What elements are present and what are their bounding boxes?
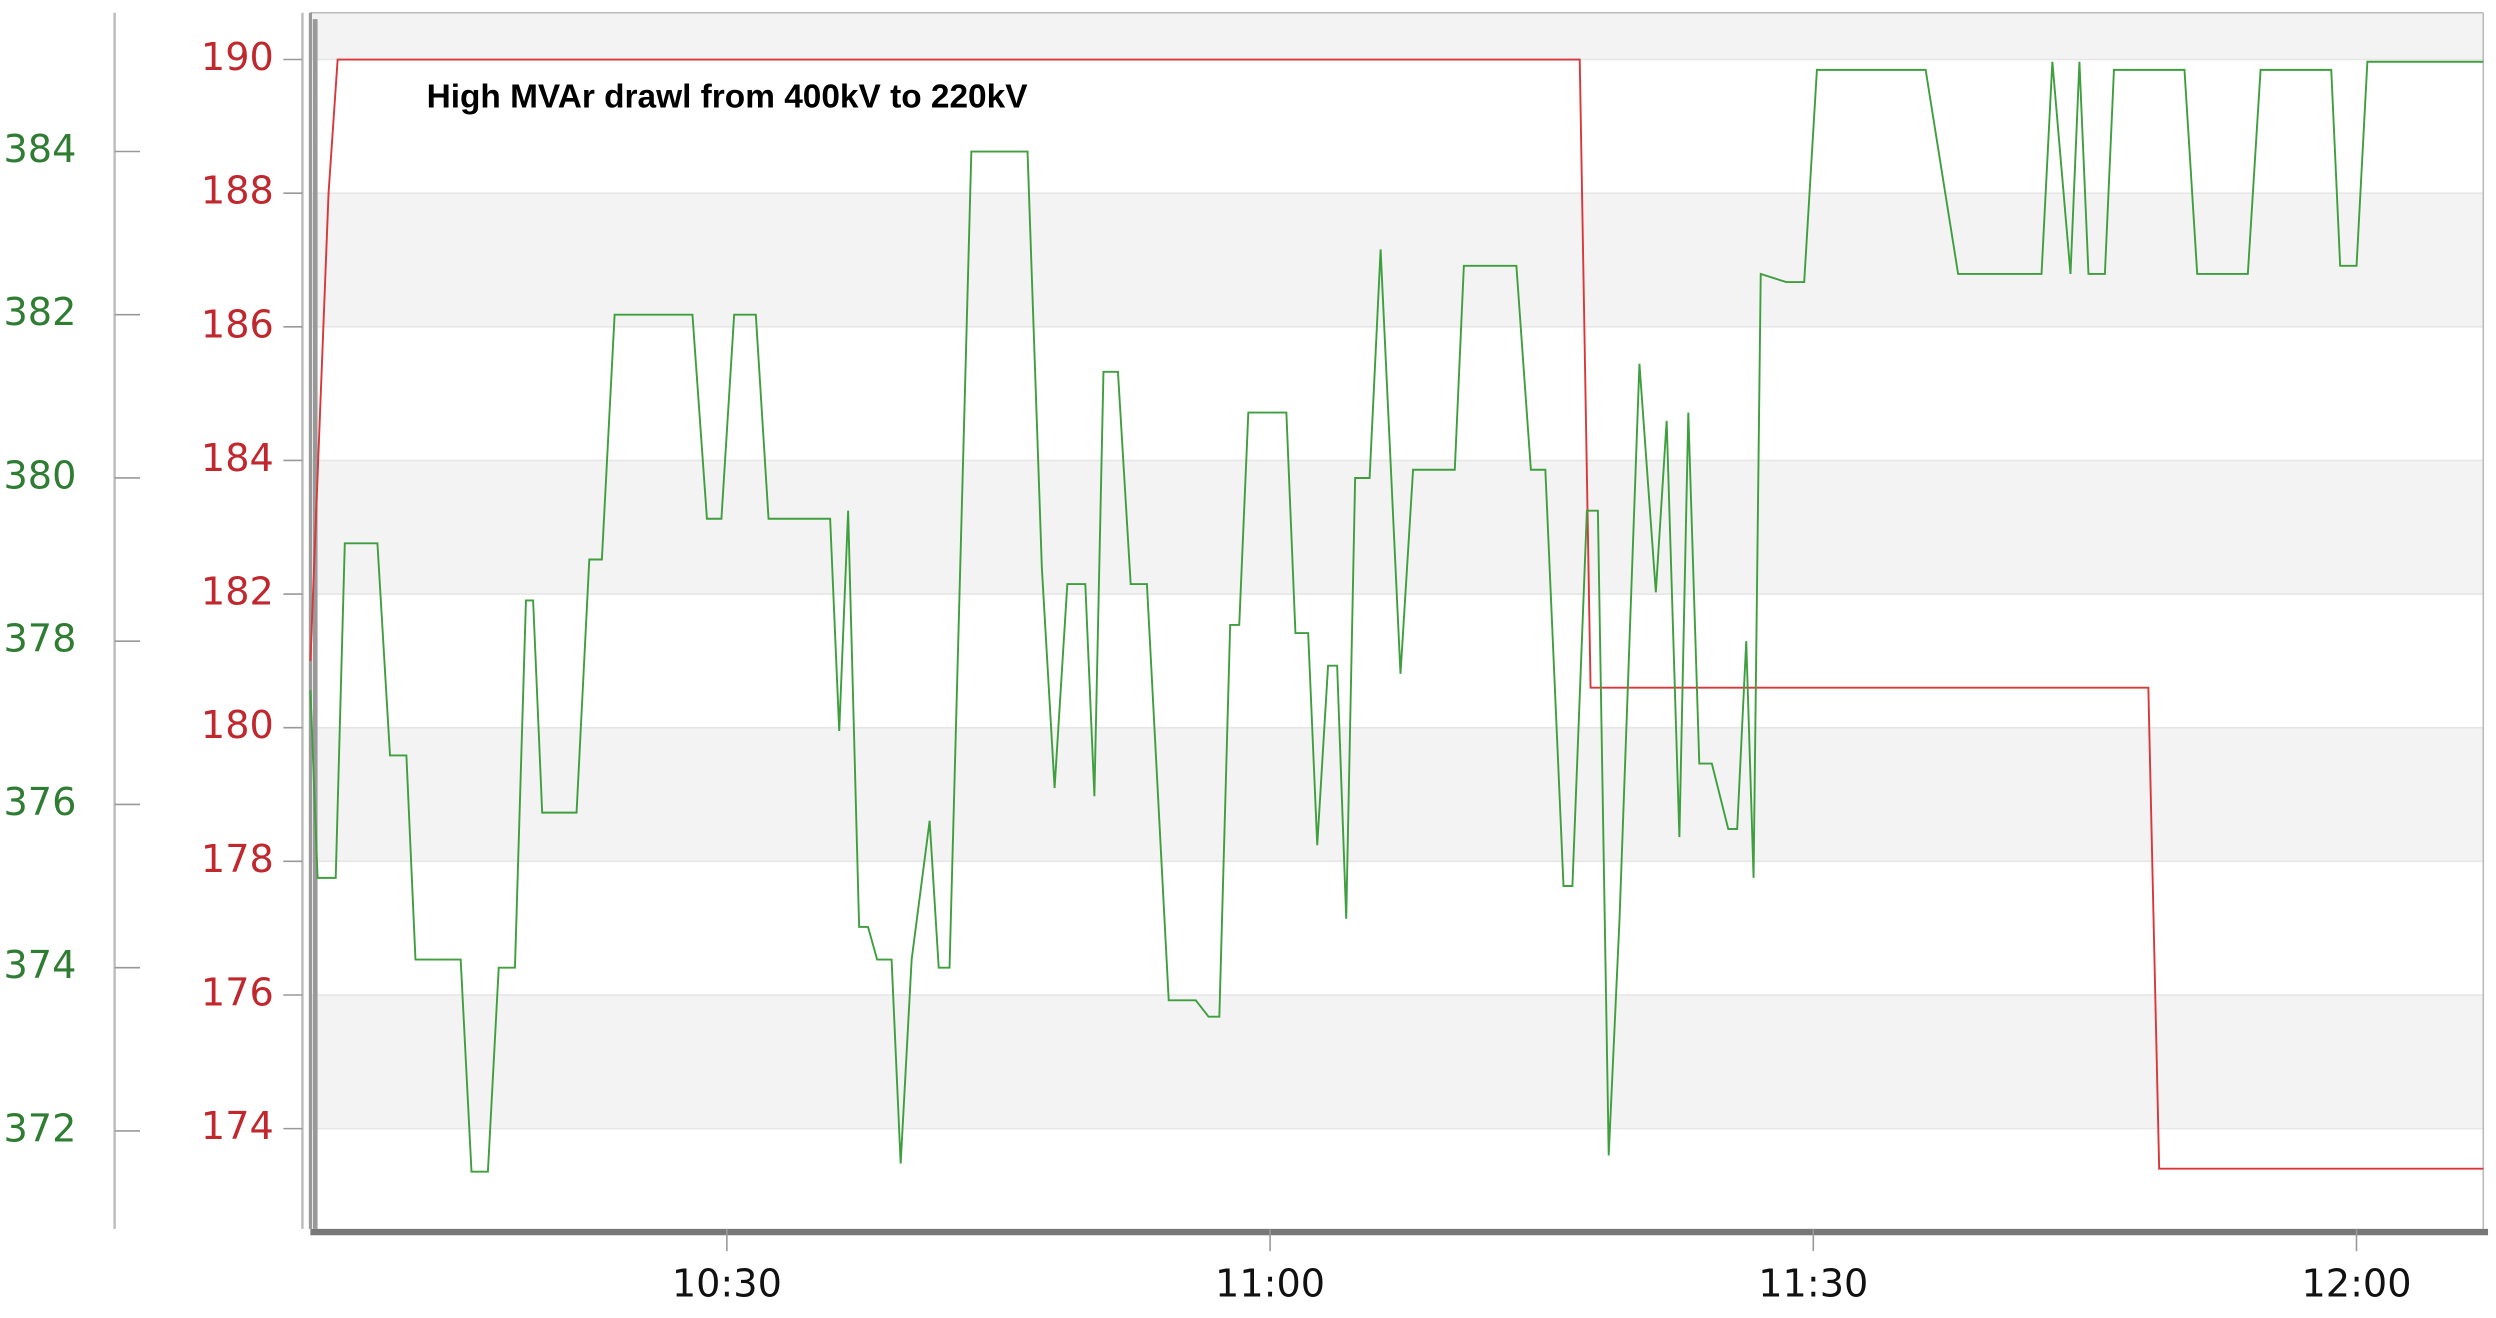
x-tick-label: 10:30 <box>672 1263 782 1307</box>
x-tick-label: 12:00 <box>2301 1263 2411 1307</box>
grid-band <box>310 727 2484 862</box>
y-tick-label: 182 <box>201 571 274 615</box>
y2-tick-label: 380 <box>4 454 77 498</box>
grid-band <box>310 12 2484 60</box>
y-tick-label: 190 <box>201 36 274 80</box>
x-tick-label: 11:00 <box>1215 1263 1325 1307</box>
y2-tick-label: 384 <box>4 128 77 172</box>
x-tick-label: 11:30 <box>1758 1263 1868 1307</box>
series-line <box>309 60 2484 1173</box>
grid-band <box>310 460 2484 595</box>
y2-tick-label: 374 <box>4 944 77 988</box>
y-tick-label: 176 <box>201 971 274 1015</box>
grid-band <box>310 994 2484 1129</box>
annotation: High MVAr drawl from 400kV to 220kV <box>427 79 1029 116</box>
y-tick-label: 184 <box>201 437 274 481</box>
y2-tick-label: 378 <box>4 618 77 662</box>
y2-tick-label: 376 <box>4 781 77 825</box>
y-tick-label: 178 <box>201 838 274 882</box>
y2-tick-label: 382 <box>4 291 77 335</box>
series-line <box>309 58 2484 1170</box>
y-tick-label: 186 <box>201 303 274 347</box>
grid-band <box>310 193 2484 327</box>
y-tick-label: 180 <box>201 704 274 748</box>
y-tick-label: 188 <box>201 170 274 214</box>
y2-tick-label: 372 <box>4 1107 77 1151</box>
y-tick-label: 174 <box>201 1105 274 1149</box>
